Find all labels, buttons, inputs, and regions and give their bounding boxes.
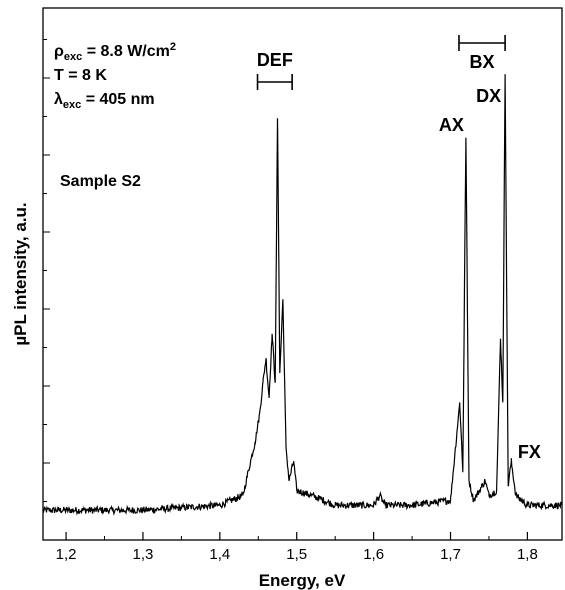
- annotation-excitation-density: ρexc = 8.8 W/cm2: [54, 41, 176, 63]
- annotation-excitation-wavelength: λexc = 405 nm: [54, 91, 155, 111]
- x-tick-label: 1,7: [440, 546, 461, 563]
- annotation-temperature: T = 8 K: [54, 67, 107, 84]
- peak-label-ax: AX: [439, 115, 464, 135]
- peak-labels: AX DX FX: [439, 86, 541, 462]
- x-tick-label: 1,3: [133, 546, 154, 563]
- y-axis-ticks: [43, 39, 50, 541]
- peak-label-dx: DX: [476, 86, 501, 106]
- x-tick-label: 1,6: [363, 546, 384, 563]
- bx-label: BX: [470, 52, 495, 72]
- x-tick-label: 1,5: [286, 546, 307, 563]
- plot-frame: [42, 7, 563, 541]
- x-axis-ticks: 1,2 1,3 1,4 1,5 1,6 1,7 1,8: [56, 532, 538, 563]
- annotation-sample: Sample S2: [60, 173, 141, 190]
- series-line: [42, 74, 563, 516]
- y-axis-title: µPL intensity, a.u.: [11, 202, 30, 345]
- x-tick-label: 1,4: [209, 546, 230, 563]
- peak-label-fx: FX: [518, 442, 541, 462]
- x-tick-label: 1,8: [517, 546, 538, 563]
- def-label: DEF: [257, 50, 293, 70]
- x-tick-label: 1,2: [56, 546, 77, 563]
- bx-range-bracket: [458, 35, 506, 51]
- def-range-bracket: [256, 74, 293, 90]
- x-axis-title: Energy, eV: [259, 571, 346, 590]
